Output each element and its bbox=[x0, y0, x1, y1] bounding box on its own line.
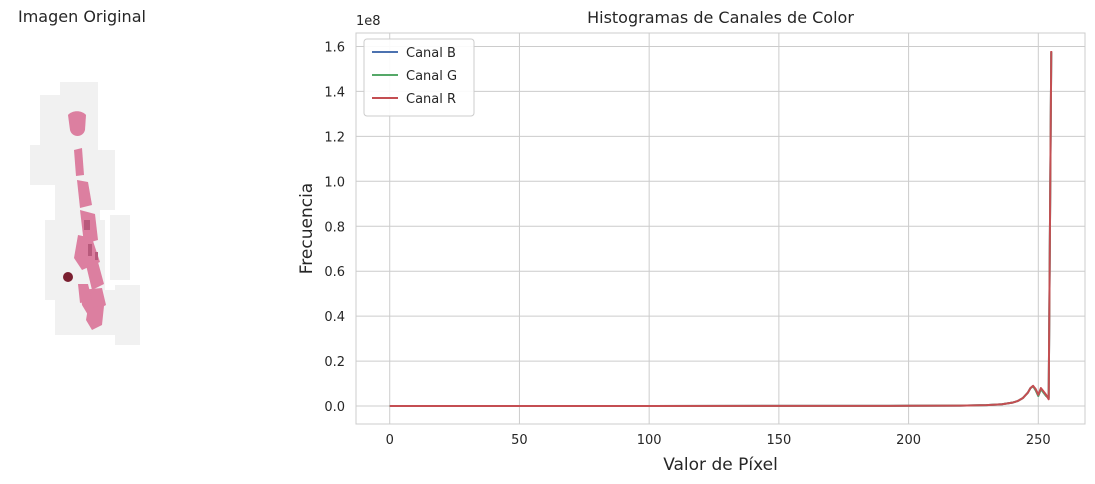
y-tick-label: 1.4 bbox=[324, 85, 345, 100]
y-tick-label: 1.0 bbox=[324, 175, 345, 190]
legend-entry: Canal G bbox=[406, 69, 457, 84]
series-line-canal-g bbox=[389, 52, 1053, 408]
x-tick-label: 250 bbox=[1026, 433, 1051, 448]
legend-box bbox=[363, 38, 475, 117]
x-axis-label: Valor de Píxel bbox=[663, 455, 778, 475]
series-line-canal-r bbox=[389, 50, 1053, 408]
x-tick-label: 0 bbox=[386, 433, 394, 448]
series-lines bbox=[389, 50, 1053, 408]
image-panel-title: Imagen Original bbox=[18, 7, 146, 26]
original-image bbox=[30, 82, 140, 345]
legend-entry: Canal R bbox=[406, 92, 456, 107]
legend-entry: Canal B bbox=[406, 46, 456, 61]
y-tick-label: 0.0 bbox=[324, 400, 345, 415]
y-tick-labels: 0.0 0.2 0.4 0.6 0.8 1.0 1.2 1.4 1.6 bbox=[324, 40, 345, 415]
y-axis-multiplier: 1e8 bbox=[356, 14, 381, 29]
series-line-canal-b bbox=[389, 52, 1053, 408]
x-tick-label: 50 bbox=[511, 433, 528, 448]
y-tick-label: 0.4 bbox=[324, 310, 345, 325]
y-tick-label: 0.2 bbox=[324, 355, 345, 370]
tissue-strip bbox=[68, 111, 106, 330]
y-tick-label: 0.6 bbox=[324, 265, 345, 280]
legend: Canal B Canal G Canal R bbox=[363, 38, 475, 117]
y-axis-label: Frecuencia bbox=[297, 183, 317, 274]
x-tick-label: 150 bbox=[766, 433, 791, 448]
chart-title: Histogramas de Canales de Color bbox=[587, 8, 854, 27]
y-tick-label: 1.2 bbox=[324, 130, 345, 145]
x-tick-labels: 0 50 100 150 200 250 bbox=[386, 433, 1051, 448]
plot-frame bbox=[355, 32, 1086, 425]
tissue-detail bbox=[84, 220, 98, 260]
dark-spot bbox=[63, 272, 73, 282]
y-tick-label: 0.8 bbox=[324, 220, 345, 235]
y-tick-label: 1.6 bbox=[324, 40, 345, 55]
x-tick-label: 200 bbox=[896, 433, 921, 448]
grid-lines bbox=[356, 33, 1085, 424]
slide-background bbox=[30, 82, 140, 345]
x-tick-label: 100 bbox=[637, 433, 662, 448]
